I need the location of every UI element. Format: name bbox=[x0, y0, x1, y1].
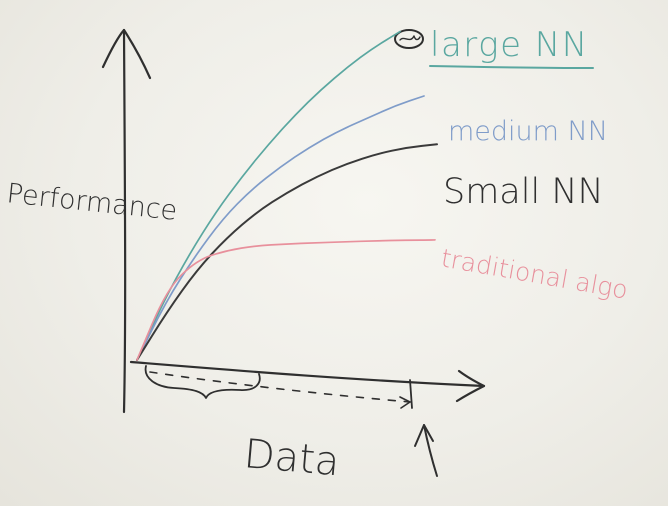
label-small-nn: Small NN bbox=[443, 172, 604, 212]
label-traditional-algo: traditional algo bbox=[439, 243, 630, 304]
series-line-medium-nn bbox=[136, 95, 425, 361]
y-axis bbox=[122, 28, 127, 414]
x-axis bbox=[129, 360, 486, 388]
large-nn-endpoint-scribble bbox=[399, 35, 421, 41]
large-nn-underline bbox=[429, 65, 594, 69]
small-data-brace bbox=[144, 365, 261, 399]
pointer-arrow-head bbox=[414, 424, 434, 447]
large-nn-endpoint-circle bbox=[394, 29, 424, 49]
range-end-arrow bbox=[399, 396, 411, 409]
data-region-markings bbox=[144, 365, 438, 477]
axes bbox=[101, 28, 486, 414]
label-large-nn: large NN bbox=[430, 25, 589, 65]
series-line-small-nn bbox=[136, 143, 438, 361]
y-axis-label: Performance bbox=[5, 178, 178, 227]
range-end-tick bbox=[409, 379, 413, 409]
x-axis-arrowhead bbox=[455, 369, 486, 403]
dashed-range bbox=[149, 371, 411, 403]
x-axis-label: Data bbox=[242, 431, 341, 485]
y-axis-arrowhead bbox=[101, 28, 152, 80]
pointer-arrow-shaft bbox=[423, 424, 438, 477]
series-line-traditional-algo bbox=[136, 239, 436, 361]
series-layer bbox=[136, 30, 438, 361]
label-medium-nn: medium NN bbox=[448, 116, 608, 147]
